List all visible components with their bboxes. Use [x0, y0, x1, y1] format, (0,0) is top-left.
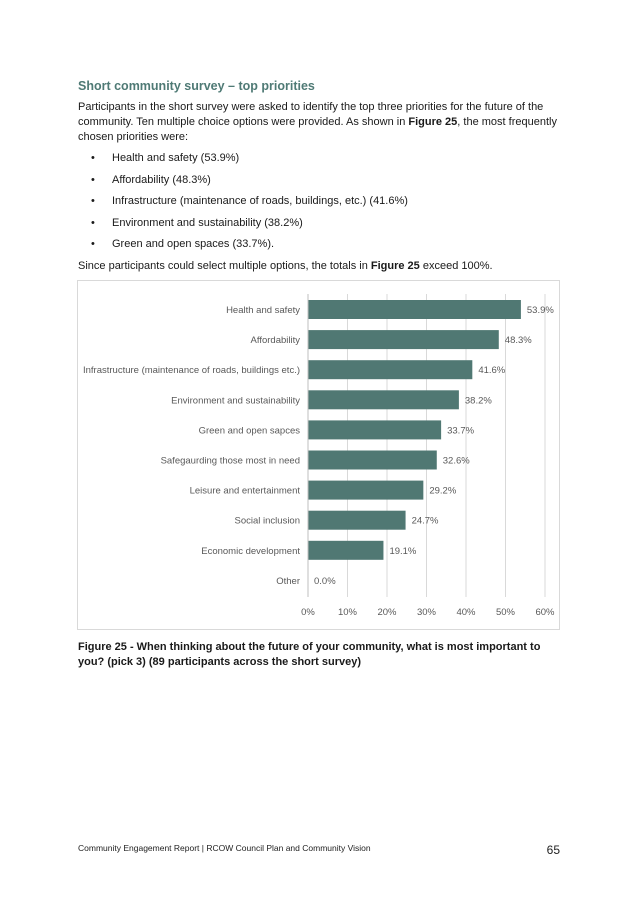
data-label: 29.2%	[429, 486, 456, 497]
category-label: Green and open sapces	[199, 425, 301, 436]
x-tick-label: 0%	[301, 607, 315, 618]
category-label: Affordability	[251, 335, 301, 346]
priority-list: • Health and safety (53.9%) • Affordabilit…	[78, 151, 568, 259]
intro-figure-ref: Figure 25	[408, 116, 458, 128]
data-label: 24.7%	[412, 516, 439, 527]
note-paragraph: Since participants could select multiple…	[78, 259, 568, 274]
list-item: • Affordability (48.3%)	[78, 173, 568, 195]
data-label: 53.9%	[527, 305, 554, 316]
data-label: 0.0%	[314, 576, 336, 587]
bar	[308, 420, 442, 440]
intro-paragraph: Participants in the short survey were as…	[78, 100, 568, 145]
x-tick-label: 20%	[377, 607, 397, 618]
footer-text: Community Engagement Report | RCOW Counc…	[78, 843, 371, 853]
data-label: 32.6%	[443, 456, 470, 467]
bullet-icon: •	[91, 238, 95, 250]
list-item-text: Environment and sustainability (38.2%)	[112, 216, 303, 229]
list-item-text: Infrastructure (maintenance of roads, bu…	[112, 195, 408, 207]
list-item-text: Affordability (48.3%)	[112, 173, 211, 186]
bar	[308, 540, 384, 560]
bullet-icon: •	[91, 152, 95, 164]
bullet-icon: •	[91, 195, 95, 207]
intro-text-end: , the most frequently chosen priorities …	[78, 116, 557, 143]
list-item: • Health and safety (53.9%)	[78, 151, 568, 173]
bar	[308, 510, 406, 530]
category-label: Leisure and entertainment	[190, 486, 301, 497]
note-text-start: Since participants could select multiple…	[78, 260, 371, 272]
note-figure-ref: Figure 25	[370, 260, 420, 272]
x-tick-label: 50%	[496, 607, 516, 618]
figure-caption: Figure 25 - When thinking about the futu…	[78, 641, 541, 668]
note-text-end: exceed 100%.	[419, 260, 493, 272]
x-tick-label: 30%	[417, 607, 437, 618]
category-label: Safegaurding those most in need	[161, 456, 300, 467]
list-item-text: Health and safety (53.9%)	[112, 152, 240, 164]
priorities-chart: 0% 10% 20% 30% 40% 50% 60% Health and safety 53.…	[77, 280, 560, 630]
x-tick-label: 10%	[338, 607, 358, 618]
data-label: 41.6%	[478, 365, 505, 376]
category-label: Economic development	[201, 546, 300, 557]
data-label: 48.3%	[505, 335, 532, 346]
bullet-icon: •	[91, 173, 95, 186]
bar	[308, 450, 437, 470]
category-label: Infrastructure (maintenance of roads, bu…	[83, 365, 300, 376]
list-item-text: Green and open spaces (33.7%).	[112, 238, 275, 250]
category-label: Social inclusion	[235, 516, 300, 527]
data-label: 33.7%	[447, 425, 474, 436]
category-label: Environment and sustainability	[171, 395, 300, 406]
bar	[308, 300, 521, 319]
list-item: • Green and open spaces (33.7%).	[78, 237, 568, 259]
list-item: • Infrastructure (maintenance of roads, b…	[78, 194, 568, 216]
bar	[308, 360, 473, 380]
intro-text-start: Participants in the short survey were as…	[78, 101, 544, 128]
bar	[308, 390, 459, 410]
bullet-icon: •	[91, 216, 95, 229]
list-item: • Environment and sustainability (38.2%)	[78, 216, 568, 238]
data-label: 19.1%	[389, 546, 416, 557]
category-label: Other	[276, 576, 300, 587]
x-tick-label: 60%	[535, 607, 555, 618]
bar	[308, 330, 499, 350]
x-tick-label: 40%	[456, 607, 476, 618]
bar	[308, 480, 424, 500]
section-heading: Short community survey – top priorities	[78, 79, 315, 93]
category-label: Health and safety	[226, 305, 300, 316]
bar-chart-svg: 0% 10% 20% 30% 40% 50% 60% Health and safety 53.…	[83, 294, 555, 618]
data-label: 38.2%	[465, 395, 492, 406]
page-number: 65	[546, 843, 560, 857]
